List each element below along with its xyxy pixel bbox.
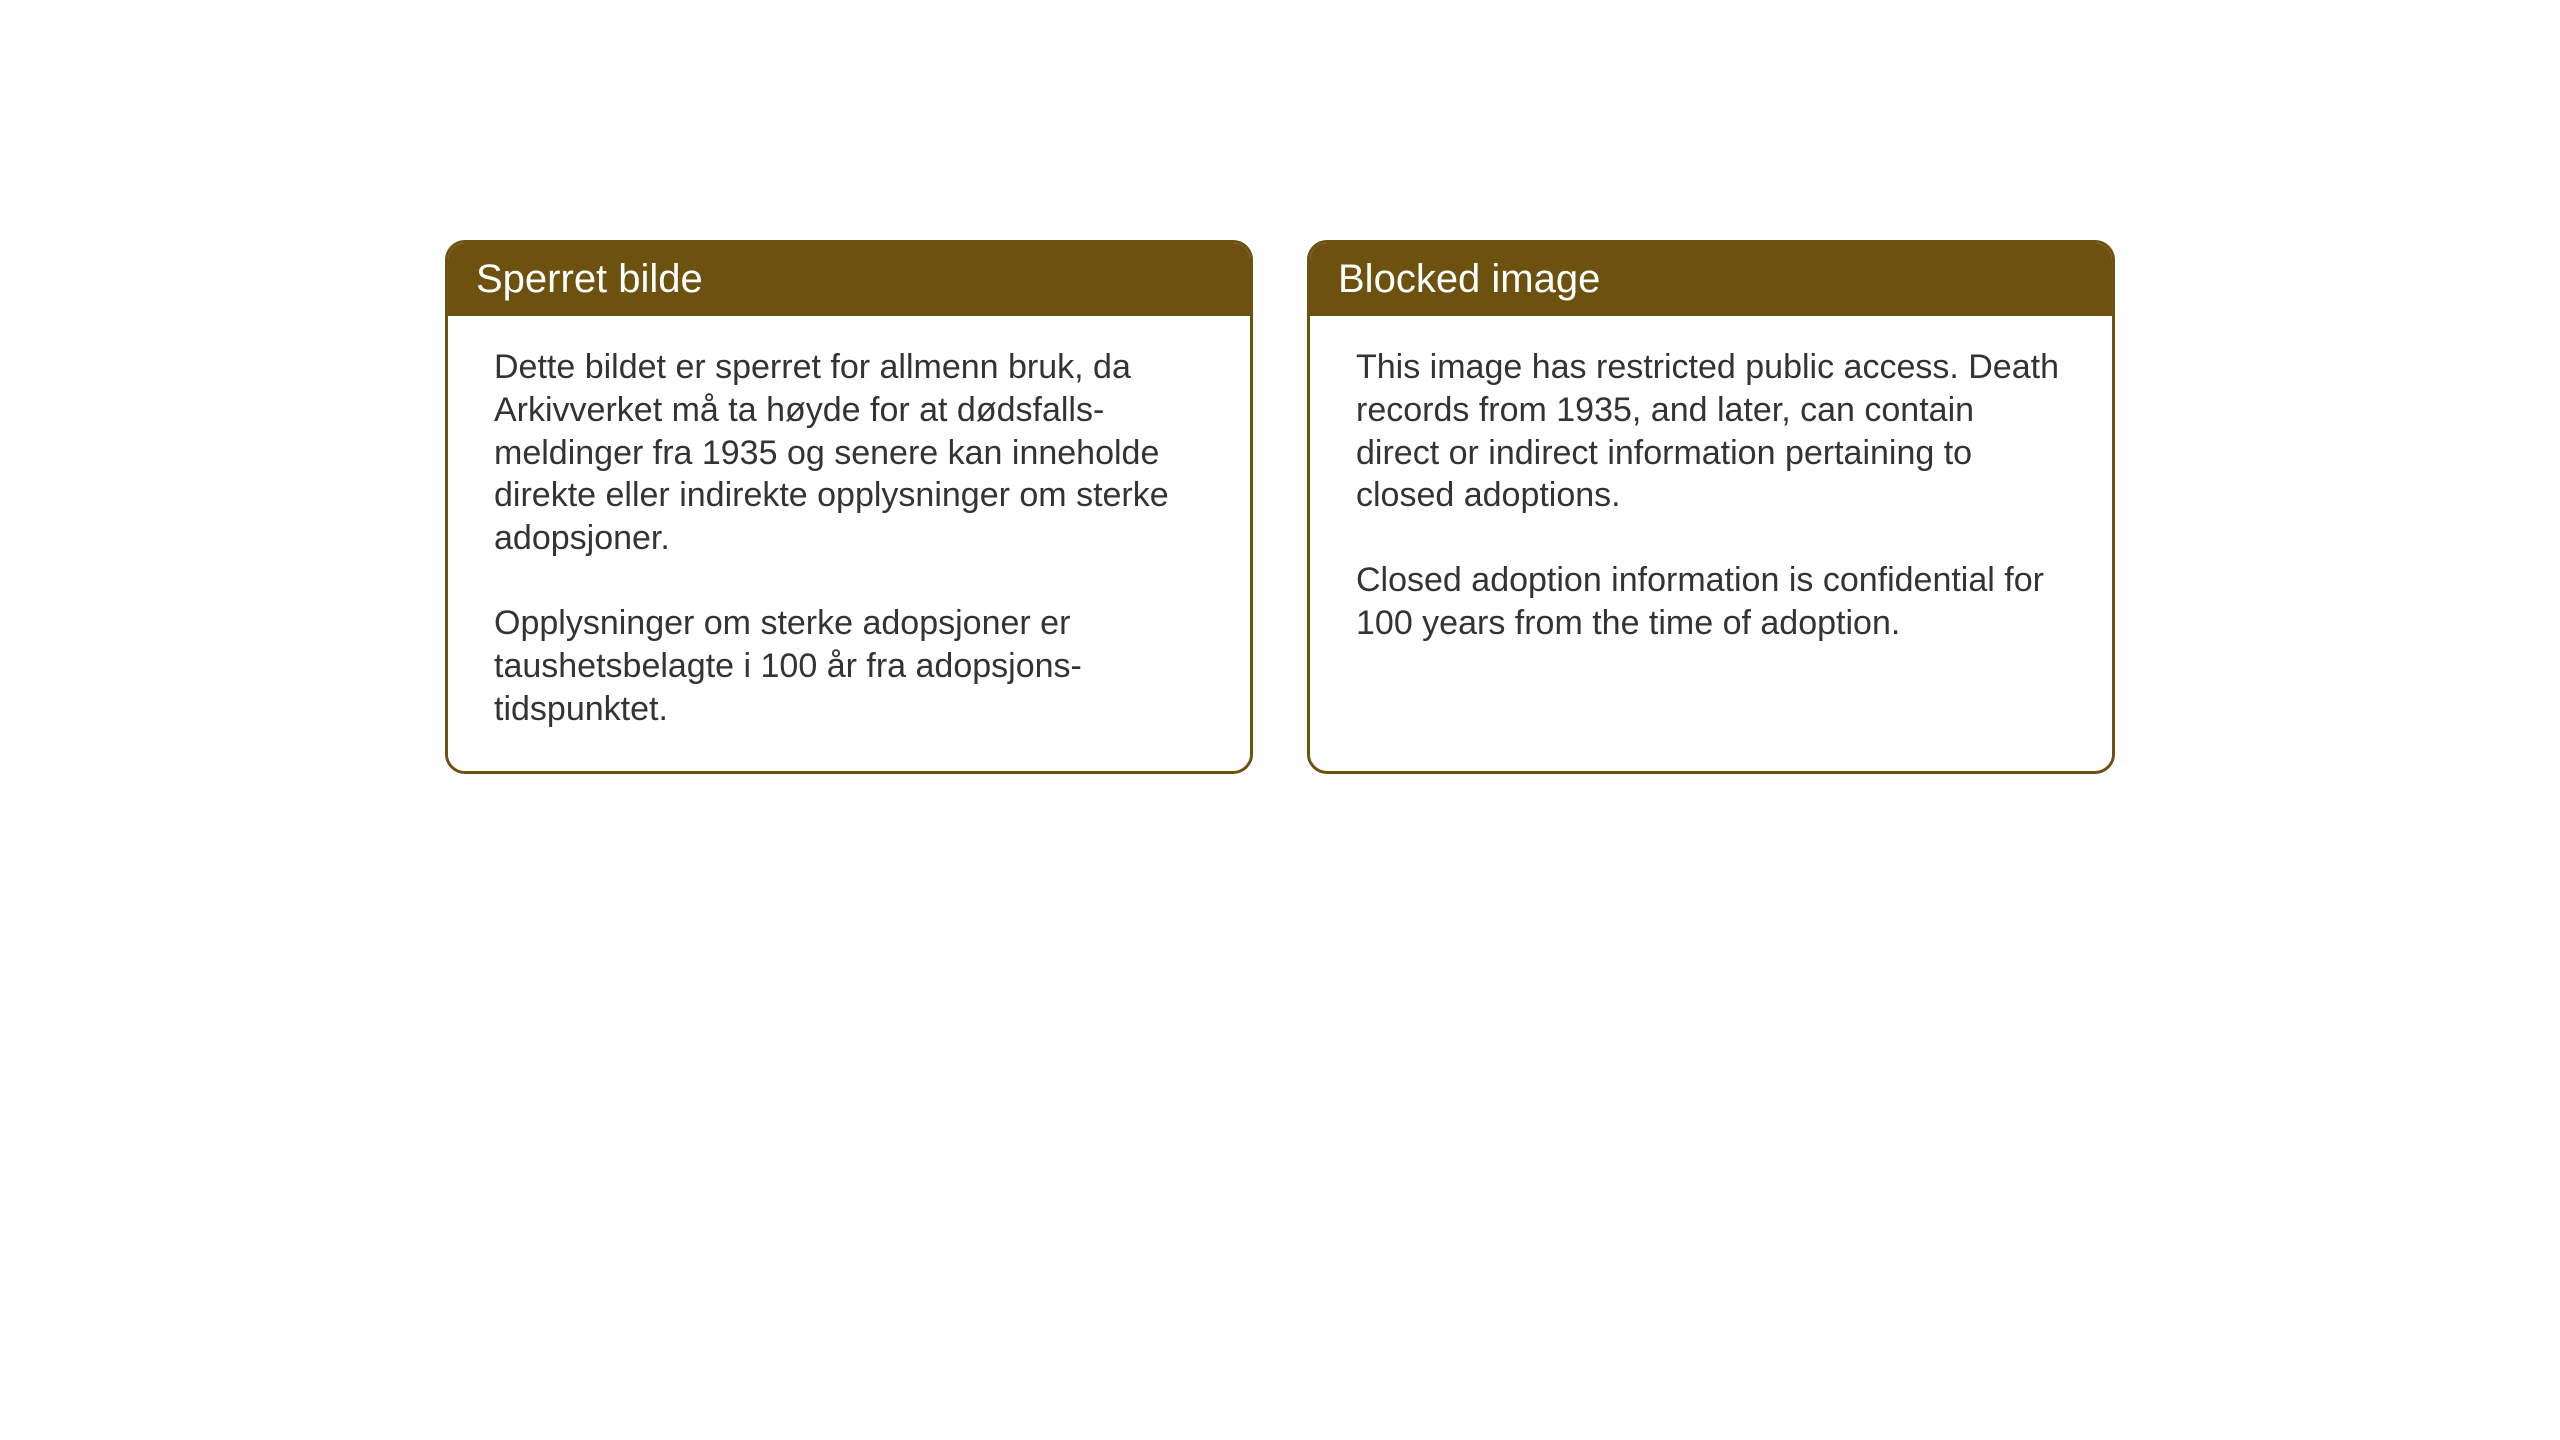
card-body-english: This image has restricted public access.… [1310, 316, 2112, 762]
card-paragraph-2-norwegian: Opplysninger om sterke adopsjoner er tau… [494, 602, 1204, 730]
card-body-norwegian: Dette bildet er sperret for allmenn bruk… [448, 316, 1250, 771]
card-header-norwegian: Sperret bilde [448, 243, 1250, 316]
card-title-english: Blocked image [1338, 257, 1600, 301]
notice-container: Sperret bilde Dette bildet er sperret fo… [445, 240, 2115, 774]
card-title-norwegian: Sperret bilde [476, 257, 703, 301]
card-header-english: Blocked image [1310, 243, 2112, 316]
card-paragraph-1-norwegian: Dette bildet er sperret for allmenn bruk… [494, 346, 1204, 560]
notice-card-english: Blocked image This image has restricted … [1307, 240, 2115, 774]
notice-card-norwegian: Sperret bilde Dette bildet er sperret fo… [445, 240, 1253, 774]
card-paragraph-2-english: Closed adoption information is confident… [1356, 559, 2066, 645]
card-paragraph-1-english: This image has restricted public access.… [1356, 346, 2066, 517]
